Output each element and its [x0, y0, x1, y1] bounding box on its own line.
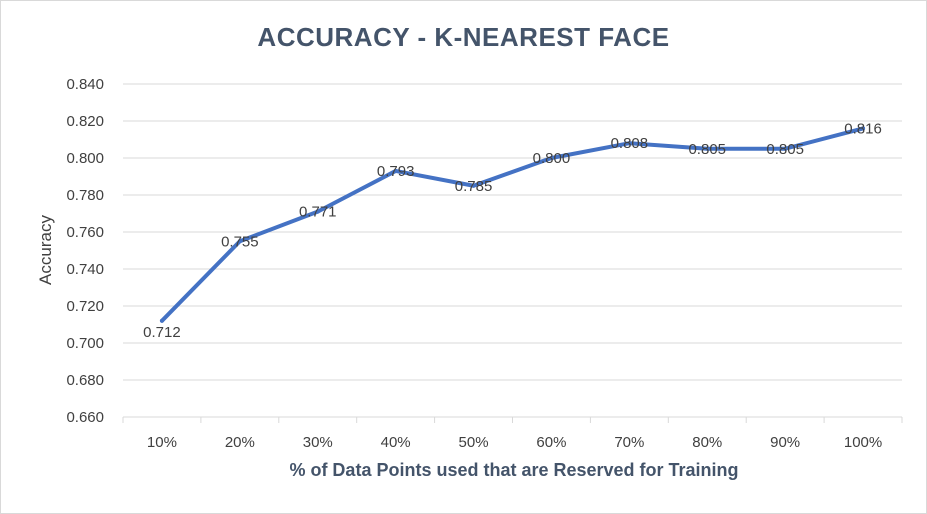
data-label: 0.800 [533, 150, 571, 167]
data-label: 0.808 [611, 135, 649, 152]
data-point [549, 156, 554, 160]
chart-title: ACCURACY - K-NEAREST FACE [257, 22, 670, 52]
x-tick-label: 40% [381, 434, 411, 451]
data-label: 0.793 [377, 163, 415, 180]
data-label: 0.712 [143, 324, 181, 341]
x-tick-label: 100% [844, 434, 882, 451]
y-tick-label: 0.820 [66, 113, 104, 130]
data-label: 0.755 [221, 233, 259, 250]
y-tick-label: 0.840 [66, 76, 104, 93]
y-tick-label: 0.800 [66, 150, 104, 167]
data-label: 0.785 [455, 178, 493, 195]
x-tick-label: 70% [614, 434, 644, 451]
data-point [705, 146, 710, 151]
y-tick-label: 0.780 [66, 187, 104, 204]
x-tick-label: 90% [770, 434, 800, 451]
x-tick-label: 80% [692, 434, 722, 451]
data-label: 0.805 [688, 141, 726, 158]
x-tick-label: 30% [303, 434, 333, 451]
series-line [159, 126, 866, 323]
data-point [237, 239, 242, 244]
data-label: 0.771 [299, 204, 337, 221]
y-tick-label: 0.700 [66, 335, 104, 352]
data-point [393, 168, 398, 173]
data-point [315, 209, 320, 214]
y-tick-label: 0.660 [66, 409, 104, 426]
data-point [471, 183, 476, 188]
data-point [159, 318, 164, 323]
y-tick-label: 0.680 [66, 372, 104, 389]
data-point [861, 126, 866, 131]
data-point [783, 146, 788, 151]
data-point [627, 141, 632, 146]
y-tick-label: 0.720 [66, 298, 104, 315]
x-axis-label: % of Data Points used that are Reserved … [289, 460, 739, 480]
x-tick-label: 50% [459, 434, 489, 451]
data-label: 0.816 [844, 120, 882, 137]
x-tick-label: 20% [225, 434, 255, 451]
y-tick-label: 0.760 [66, 224, 104, 241]
data-label: 0.805 [766, 141, 804, 158]
x-tick-label: 10% [147, 434, 177, 451]
y-tick-label: 0.740 [66, 261, 104, 278]
x-tick-label: 60% [536, 434, 566, 451]
